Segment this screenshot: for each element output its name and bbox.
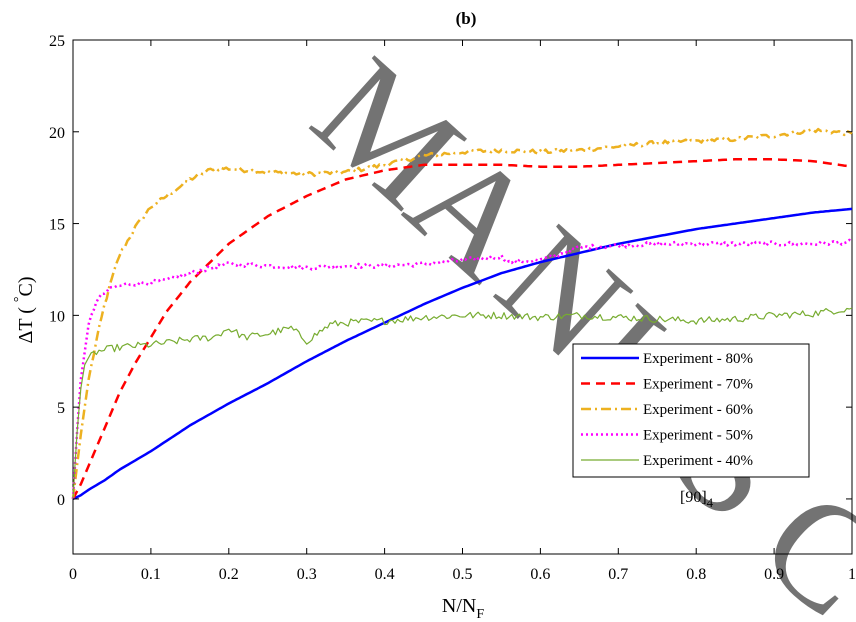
laminate-annotation-subscript: 4 [707, 495, 714, 510]
x-tick-label: 0.7 [608, 566, 628, 583]
y-tick-label: 10 [49, 308, 65, 325]
chart-title: (b) [456, 9, 477, 28]
x-tick-label: 0.5 [453, 566, 473, 583]
series-line-experiment-80 [72, 207, 853, 501]
y-tick-label: 20 [49, 125, 65, 142]
series-line-experiment-40 [72, 307, 853, 499]
x-tick-label: 0.9 [764, 566, 784, 583]
y-axis-label-degree: ° [12, 297, 27, 303]
legend-entry: Experiment - 40% [643, 453, 753, 469]
y-axis-ticks: 0 5 10 15 20 25 [49, 33, 852, 509]
legend-entry: Experiment - 50% [643, 428, 753, 444]
legend-entry: Experiment - 70% [643, 377, 753, 393]
x-tick-label: 0.4 [375, 566, 395, 583]
y-tick-label: 5 [57, 400, 65, 417]
legend-box [572, 343, 810, 478]
series-line-experiment-50 [71, 238, 853, 499]
x-axis-label: N/NF [442, 595, 484, 622]
legend-entry: Experiment - 80% [643, 351, 753, 367]
series-line-experiment-60 [71, 127, 853, 500]
y-axis-label-main: ΔT ( [15, 302, 37, 343]
laminate-annotation: [90]4 [680, 489, 714, 510]
x-tick-label: 0.6 [530, 566, 550, 583]
y-tick-label: 15 [49, 217, 65, 234]
legend-entry: Experiment - 60% [643, 402, 753, 418]
legend: Experiment - 80% Experiment - 70% Experime… [572, 343, 810, 478]
x-tick-label: 1 [848, 566, 856, 583]
y-tick-label: 25 [49, 33, 65, 50]
series-layer [71, 127, 853, 501]
x-axis-ticks: 0 0.1 0.2 0.3 0.4 0.5 0.6 0.7 0.8 0.9 1 [69, 40, 856, 583]
y-axis-label: ΔT ( °C) [12, 277, 37, 344]
x-tick-label: 0 [69, 566, 77, 583]
y-tick-label: 0 [57, 492, 65, 509]
x-tick-label: 0.1 [141, 566, 161, 583]
watermark-manuscript: MANUSC [283, 27, 856, 622]
x-axis-label-subscript: F [476, 607, 484, 622]
series-line-experiment-70 [71, 158, 853, 500]
x-tick-label: 0.3 [297, 566, 317, 583]
x-tick-label: 0.8 [686, 566, 706, 583]
x-tick-label: 0.2 [219, 566, 239, 583]
y-axis-label-unit: C) [15, 277, 37, 297]
